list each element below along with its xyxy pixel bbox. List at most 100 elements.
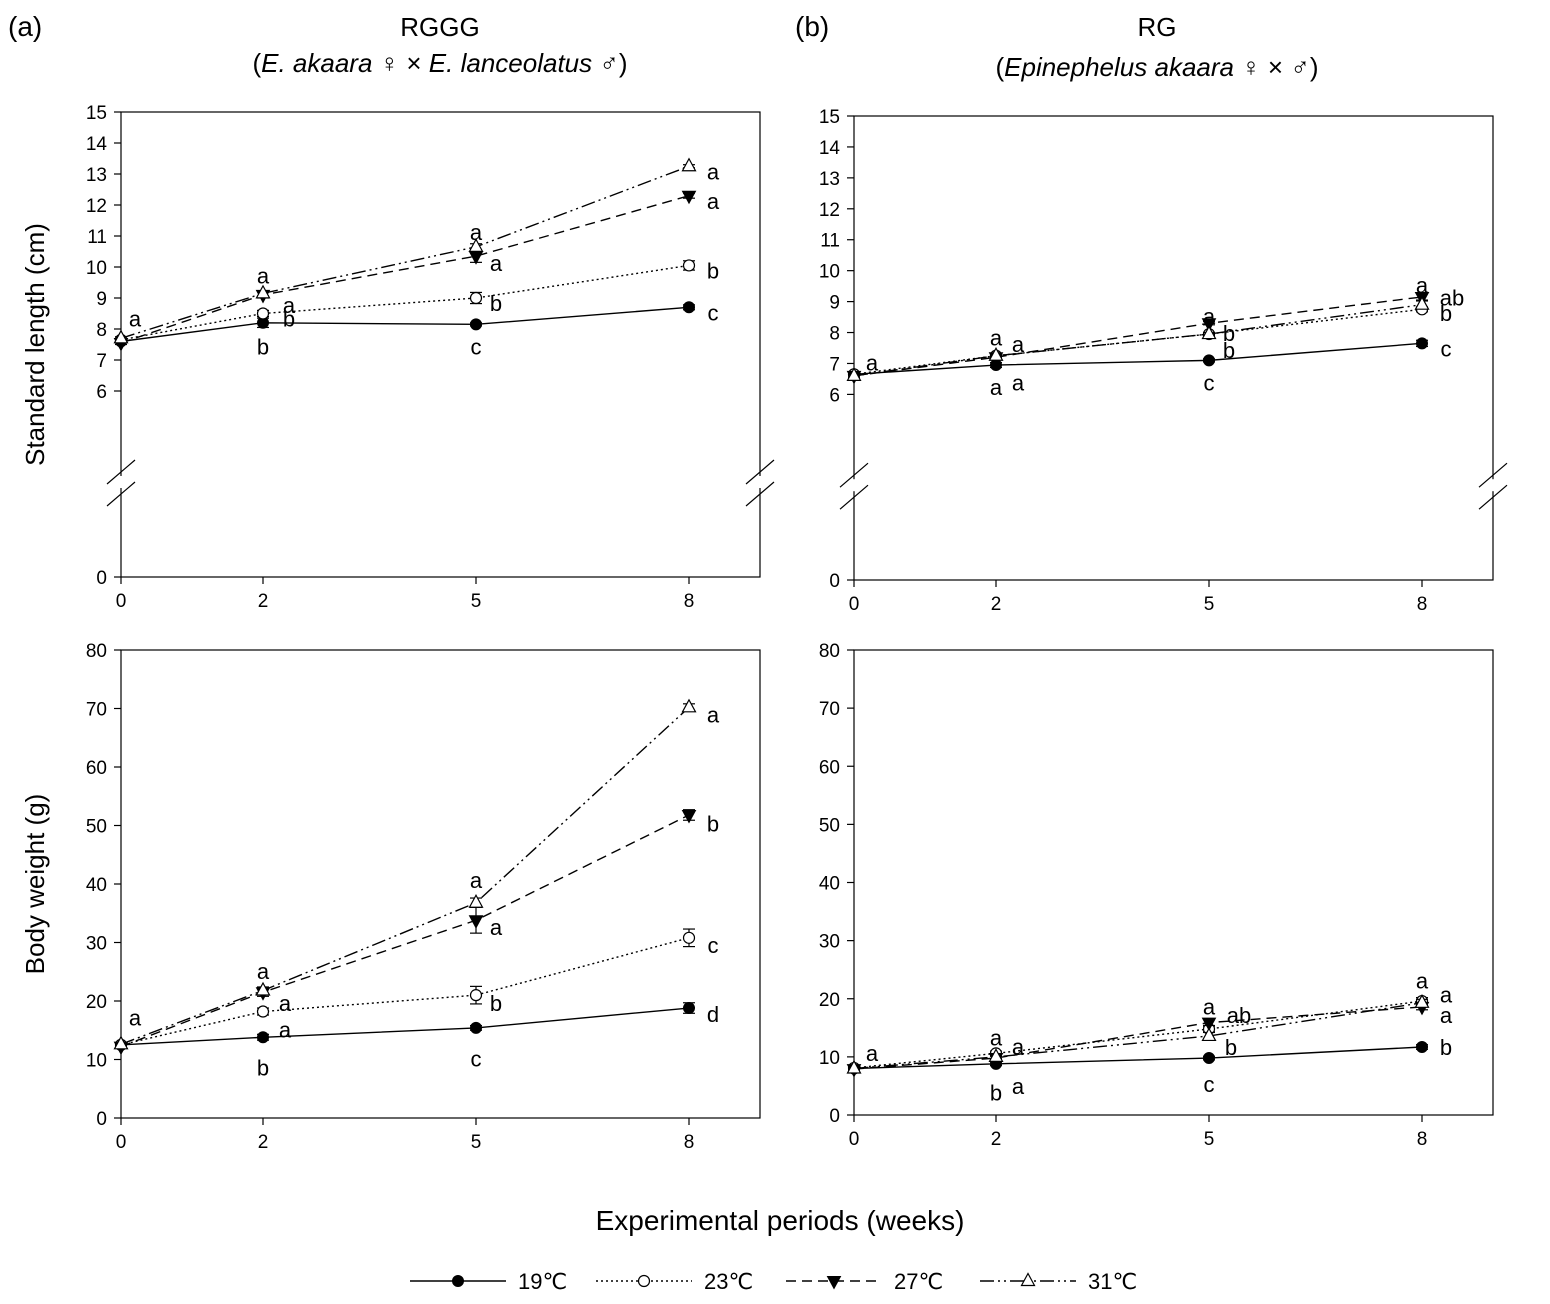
subtitle-a-species-2: E. lanceolatus <box>429 48 592 78</box>
series-line <box>120 1007 690 1046</box>
data-point <box>683 1002 695 1015</box>
significance-letter: a <box>707 159 720 184</box>
significance-letter: c <box>471 335 482 360</box>
y-tick-label: 30 <box>86 934 107 955</box>
series-2 <box>114 928 696 1051</box>
significance-letter: a <box>1416 273 1429 298</box>
x-tick-label: 8 <box>1417 594 1428 615</box>
significance-letter: a <box>866 1041 879 1066</box>
axis-break-gap <box>117 476 125 488</box>
axis-break-mark <box>839 462 869 488</box>
y-tick-label: 15 <box>819 107 840 128</box>
series-1 <box>115 1002 695 1051</box>
subtitle-a-male: ♂ <box>592 48 619 78</box>
significance-letter: a <box>279 1017 292 1042</box>
significance-letter: b <box>990 1080 1002 1105</box>
significance-letter: a <box>1416 968 1429 993</box>
series-1 <box>848 1040 1428 1075</box>
axis-break-mark <box>106 481 136 507</box>
x-tick-label: 0 <box>116 591 127 612</box>
significance-letter: a <box>1012 371 1025 396</box>
significance-letter: c <box>471 1047 482 1072</box>
plot-frame <box>120 111 761 578</box>
significance-letter: c <box>708 933 719 958</box>
significance-letter: a <box>129 1006 142 1031</box>
legend-label: 19℃ <box>518 1269 567 1294</box>
data-point <box>256 1005 270 1018</box>
data-point <box>468 915 484 929</box>
x-tick-label: 2 <box>258 1132 269 1153</box>
significance-letter: a <box>707 703 720 728</box>
legend-label: 31℃ <box>1088 1269 1137 1294</box>
x-tick-label: 5 <box>471 1132 482 1153</box>
panel-tag-b: (b) <box>795 11 829 42</box>
legend-marker <box>826 1276 842 1290</box>
x-tick-label: 2 <box>258 591 269 612</box>
axis-break-mark <box>745 481 775 507</box>
y-tick-label: 14 <box>819 138 841 159</box>
panel-subtitle-a: (E. akaara ♀ × E. lanceolatus ♂) <box>252 48 627 78</box>
y-tick-label: 12 <box>86 196 107 217</box>
y-tick-label: 40 <box>86 875 107 896</box>
data-point <box>988 1048 1004 1062</box>
series-line <box>120 165 690 339</box>
y-tick-label: 30 <box>819 932 840 953</box>
y-tick-label: 20 <box>86 992 107 1013</box>
x-tick-label: 2 <box>991 1129 1002 1150</box>
y-tick-label: 6 <box>829 385 840 406</box>
significance-letter: b <box>490 991 502 1016</box>
y-tick-label: 80 <box>819 641 840 662</box>
x-tick-label: 8 <box>684 591 695 612</box>
plot-frame <box>853 115 1494 581</box>
significance-letter: a <box>129 307 142 332</box>
y-tick-label: 0 <box>96 568 107 589</box>
y-tick-label: 9 <box>829 293 840 314</box>
plot-frame <box>120 649 761 1119</box>
data-point <box>681 190 697 205</box>
data-point <box>682 259 696 272</box>
significance-letter: a <box>990 375 1003 400</box>
significance-letter: b <box>1225 1035 1237 1060</box>
data-point <box>681 157 697 172</box>
significance-letter: b <box>707 259 719 284</box>
significance-letter: a <box>1203 994 1216 1019</box>
series-line <box>853 303 1423 377</box>
panel-title-b: RG <box>1138 12 1177 42</box>
axis-break-mark <box>1478 462 1508 488</box>
significance-letter: ab <box>1227 1003 1251 1028</box>
significance-letter: a <box>490 915 503 940</box>
significance-letter: b <box>1440 301 1452 326</box>
data-point <box>1201 1017 1217 1032</box>
series-line <box>853 296 1423 377</box>
significance-letter: a <box>283 293 296 318</box>
y-tick-label: 8 <box>96 320 107 341</box>
series-line <box>120 814 690 1048</box>
y-tick-label: 50 <box>86 817 107 838</box>
axis-break-gap <box>1489 479 1497 492</box>
legend-marker <box>1020 1272 1036 1287</box>
x-tick-label: 8 <box>684 1132 695 1153</box>
x-tick-label: 8 <box>1417 1129 1428 1150</box>
x-tick-label: 2 <box>991 594 1002 615</box>
y-tick-label: 70 <box>86 700 107 721</box>
y-tick-label: 11 <box>820 231 840 252</box>
y-tick-label: 8 <box>829 324 840 345</box>
legend: 19℃ 23℃ 27℃ 31℃ <box>410 1269 1137 1294</box>
data-point <box>1201 325 1217 340</box>
significance-letter: d <box>707 1002 719 1027</box>
y-tick-label: 11 <box>87 227 107 248</box>
series-4 <box>113 157 697 344</box>
series-4 <box>846 295 1430 381</box>
y-axis-label: Standard length (cm) <box>20 223 50 466</box>
data-point <box>1201 1027 1217 1042</box>
significance-letter: a <box>257 263 270 288</box>
y-tick-label: 50 <box>819 815 840 836</box>
series-3 <box>113 190 697 352</box>
legend-label: 23℃ <box>704 1269 753 1294</box>
series-line <box>120 937 690 1046</box>
significance-letter: a <box>990 1025 1003 1050</box>
axis-break-mark <box>839 484 869 510</box>
significance-letter: b <box>1223 321 1235 346</box>
